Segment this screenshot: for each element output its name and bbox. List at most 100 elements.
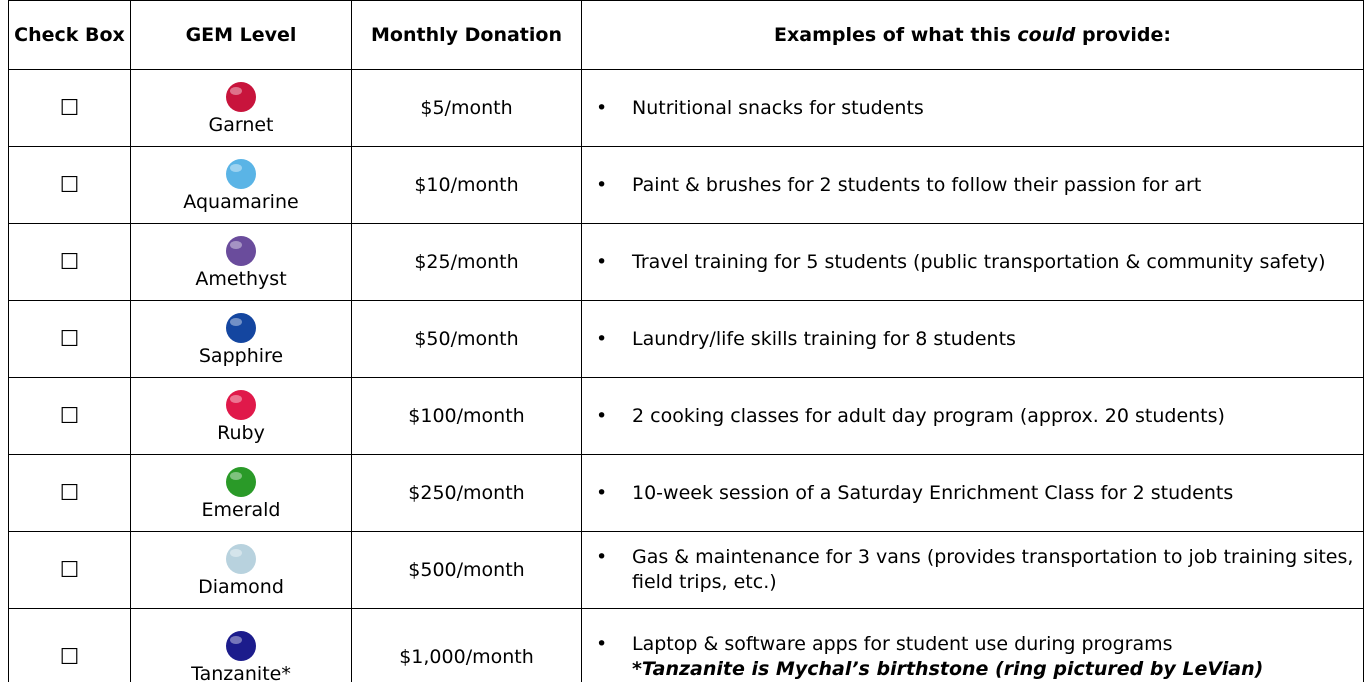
bullet: • (596, 481, 608, 504)
bullet-item: • Nutritional snacks for students (596, 96, 1355, 121)
page: Check Box GEM Level Monthly Donation Exa… (8, 0, 1364, 682)
header-cell: GEM Level (130, 0, 352, 70)
checkbox[interactable]: ☐ (59, 403, 80, 429)
example-text: Gas & maintenance for 3 vans (provides t… (632, 546, 1354, 593)
check-cell: ☐ (8, 377, 131, 455)
example-cell: • 2 cooking classes for adult day program… (581, 377, 1364, 455)
amount-cell: $100/month (351, 377, 582, 455)
example-text: 2 cooking classes for adult day program … (632, 404, 1225, 427)
gem-name: Emerald (201, 499, 281, 521)
bullet: • (596, 546, 608, 568)
bullet: • (596, 404, 608, 427)
amount-cell: $25/month (351, 223, 582, 301)
gem-stone (226, 159, 256, 189)
gem-stone (226, 544, 256, 574)
note-text: *Tanzanite is Mychal’s birthstone (ring … (632, 658, 1264, 680)
table-body: ☐ Garnet $5/month • Nutritional snacks for s… (8, 69, 1364, 682)
example-text: Travel training for 5 students (public t… (632, 250, 1326, 273)
header-cell: Examples of what this could provide: (581, 0, 1364, 70)
gem-icon (226, 631, 256, 661)
checkbox[interactable]: ☐ (59, 644, 80, 670)
check-cell: ☐ (8, 69, 131, 147)
example-text: Paint & brushes for 2 students to follow… (632, 173, 1202, 196)
amount-cell: $500/month (351, 531, 582, 609)
example-text: Nutritional snacks for students (632, 96, 924, 119)
bullet: • (596, 633, 608, 655)
table-row: ☐ Diamond $500/month • Gas & maintenance for… (8, 531, 1364, 609)
gem: Diamond (131, 542, 351, 598)
example-cell: • Laundry/life skills training for 8 stud… (581, 300, 1364, 378)
header-text: provide: (1075, 24, 1171, 46)
gem: Emerald (131, 465, 351, 521)
gem-stone (226, 313, 256, 343)
table-row: ☐ Tanzanite* $1,000/month • Laptop & softwar… (8, 608, 1364, 682)
header-text: Examples of what this (774, 24, 1018, 46)
checkbox[interactable]: ☐ (59, 172, 80, 198)
check-cell: ☐ (8, 531, 131, 609)
gem-shine (230, 241, 242, 249)
gem: Garnet (131, 80, 351, 136)
gem-cell: Aquamarine (130, 146, 352, 224)
bullet-item: • Laundry/life skills training for 8 stud… (596, 327, 1355, 352)
example-cell: • Travel training for 5 students (public … (581, 223, 1364, 301)
table-row: ☐ Sapphire $50/month • Laundry/life skills t… (8, 300, 1364, 378)
gem-name: Aquamarine (183, 191, 299, 213)
checkbox[interactable]: ☐ (59, 95, 80, 121)
table-row: ☐ Emerald $250/month • 10-week session of a … (8, 454, 1364, 532)
table-row: ☐ Garnet $5/month • Nutritional snacks for s… (8, 69, 1364, 147)
bullet: • (596, 173, 608, 196)
checkbox[interactable]: ☐ (59, 480, 80, 506)
amount-cell: $5/month (351, 69, 582, 147)
gem-icon (226, 159, 256, 189)
checkbox[interactable]: ☐ (59, 557, 80, 583)
gem-shine (230, 549, 242, 557)
example-cell: • 10-week session of a Saturday Enrichmen… (581, 454, 1364, 532)
gem-icon (226, 544, 256, 574)
bullet-item: • Travel training for 5 students (public … (596, 250, 1355, 275)
gem-name: Diamond (198, 576, 284, 598)
gem-name: Ruby (217, 422, 265, 444)
table-row: ☐ Amethyst $25/month • Travel training for 5… (8, 223, 1364, 301)
gem-icon (226, 236, 256, 266)
gem-cell: Ruby (130, 377, 352, 455)
amount-cell: $250/month (351, 454, 582, 532)
gem-stone (226, 467, 256, 497)
gem-icon (226, 467, 256, 497)
amount-cell: $50/month (351, 300, 582, 378)
gem-name: Amethyst (195, 268, 287, 290)
gem-shine (230, 164, 242, 172)
example-text: 10-week session of a Saturday Enrichment… (632, 481, 1234, 504)
bullet-item: • Paint & brushes for 2 students to follo… (596, 173, 1355, 198)
bullet-item: • 2 cooking classes for adult day program… (596, 404, 1355, 429)
checkbox[interactable]: ☐ (59, 326, 80, 352)
gem-stone (226, 390, 256, 420)
gem-name: Sapphire (198, 345, 284, 367)
gem-cell: Amethyst (130, 223, 352, 301)
bullet: • (596, 327, 608, 350)
example-cell: • Laptop & software apps for student use … (581, 608, 1364, 682)
amount-cell: $10/month (351, 146, 582, 224)
gem-stone (226, 82, 256, 112)
gem-shine (230, 318, 242, 326)
check-cell: ☐ (8, 300, 131, 378)
gem-stone (226, 631, 256, 661)
gem-cell: Sapphire (130, 300, 352, 378)
gem-shine (230, 636, 242, 644)
gem-shine (230, 87, 242, 95)
check-cell: ☐ (8, 146, 131, 224)
donation-table: Check Box GEM Level Monthly Donation Exa… (8, 0, 1364, 682)
gem-cell: Tanzanite* (130, 608, 352, 682)
bullet: • (596, 96, 608, 119)
example-cell: • Gas & maintenance for 3 vans (provides … (581, 531, 1364, 609)
gem-cell: Garnet (130, 69, 352, 147)
checkbox[interactable]: ☐ (59, 249, 80, 275)
check-cell: ☐ (8, 223, 131, 301)
example-cell: • Nutritional snacks for students (581, 69, 1364, 147)
gem: Sapphire (131, 311, 351, 367)
gem: Aquamarine (131, 157, 351, 213)
header-row: Check Box GEM Level Monthly Donation Exa… (8, 0, 1364, 70)
gem: Tanzanite* (131, 629, 351, 682)
example-text: Laptop & software apps for student use d… (632, 633, 1173, 655)
gem-shine (230, 395, 242, 403)
bullet-item: • 10-week session of a Saturday Enrichmen… (596, 481, 1355, 506)
